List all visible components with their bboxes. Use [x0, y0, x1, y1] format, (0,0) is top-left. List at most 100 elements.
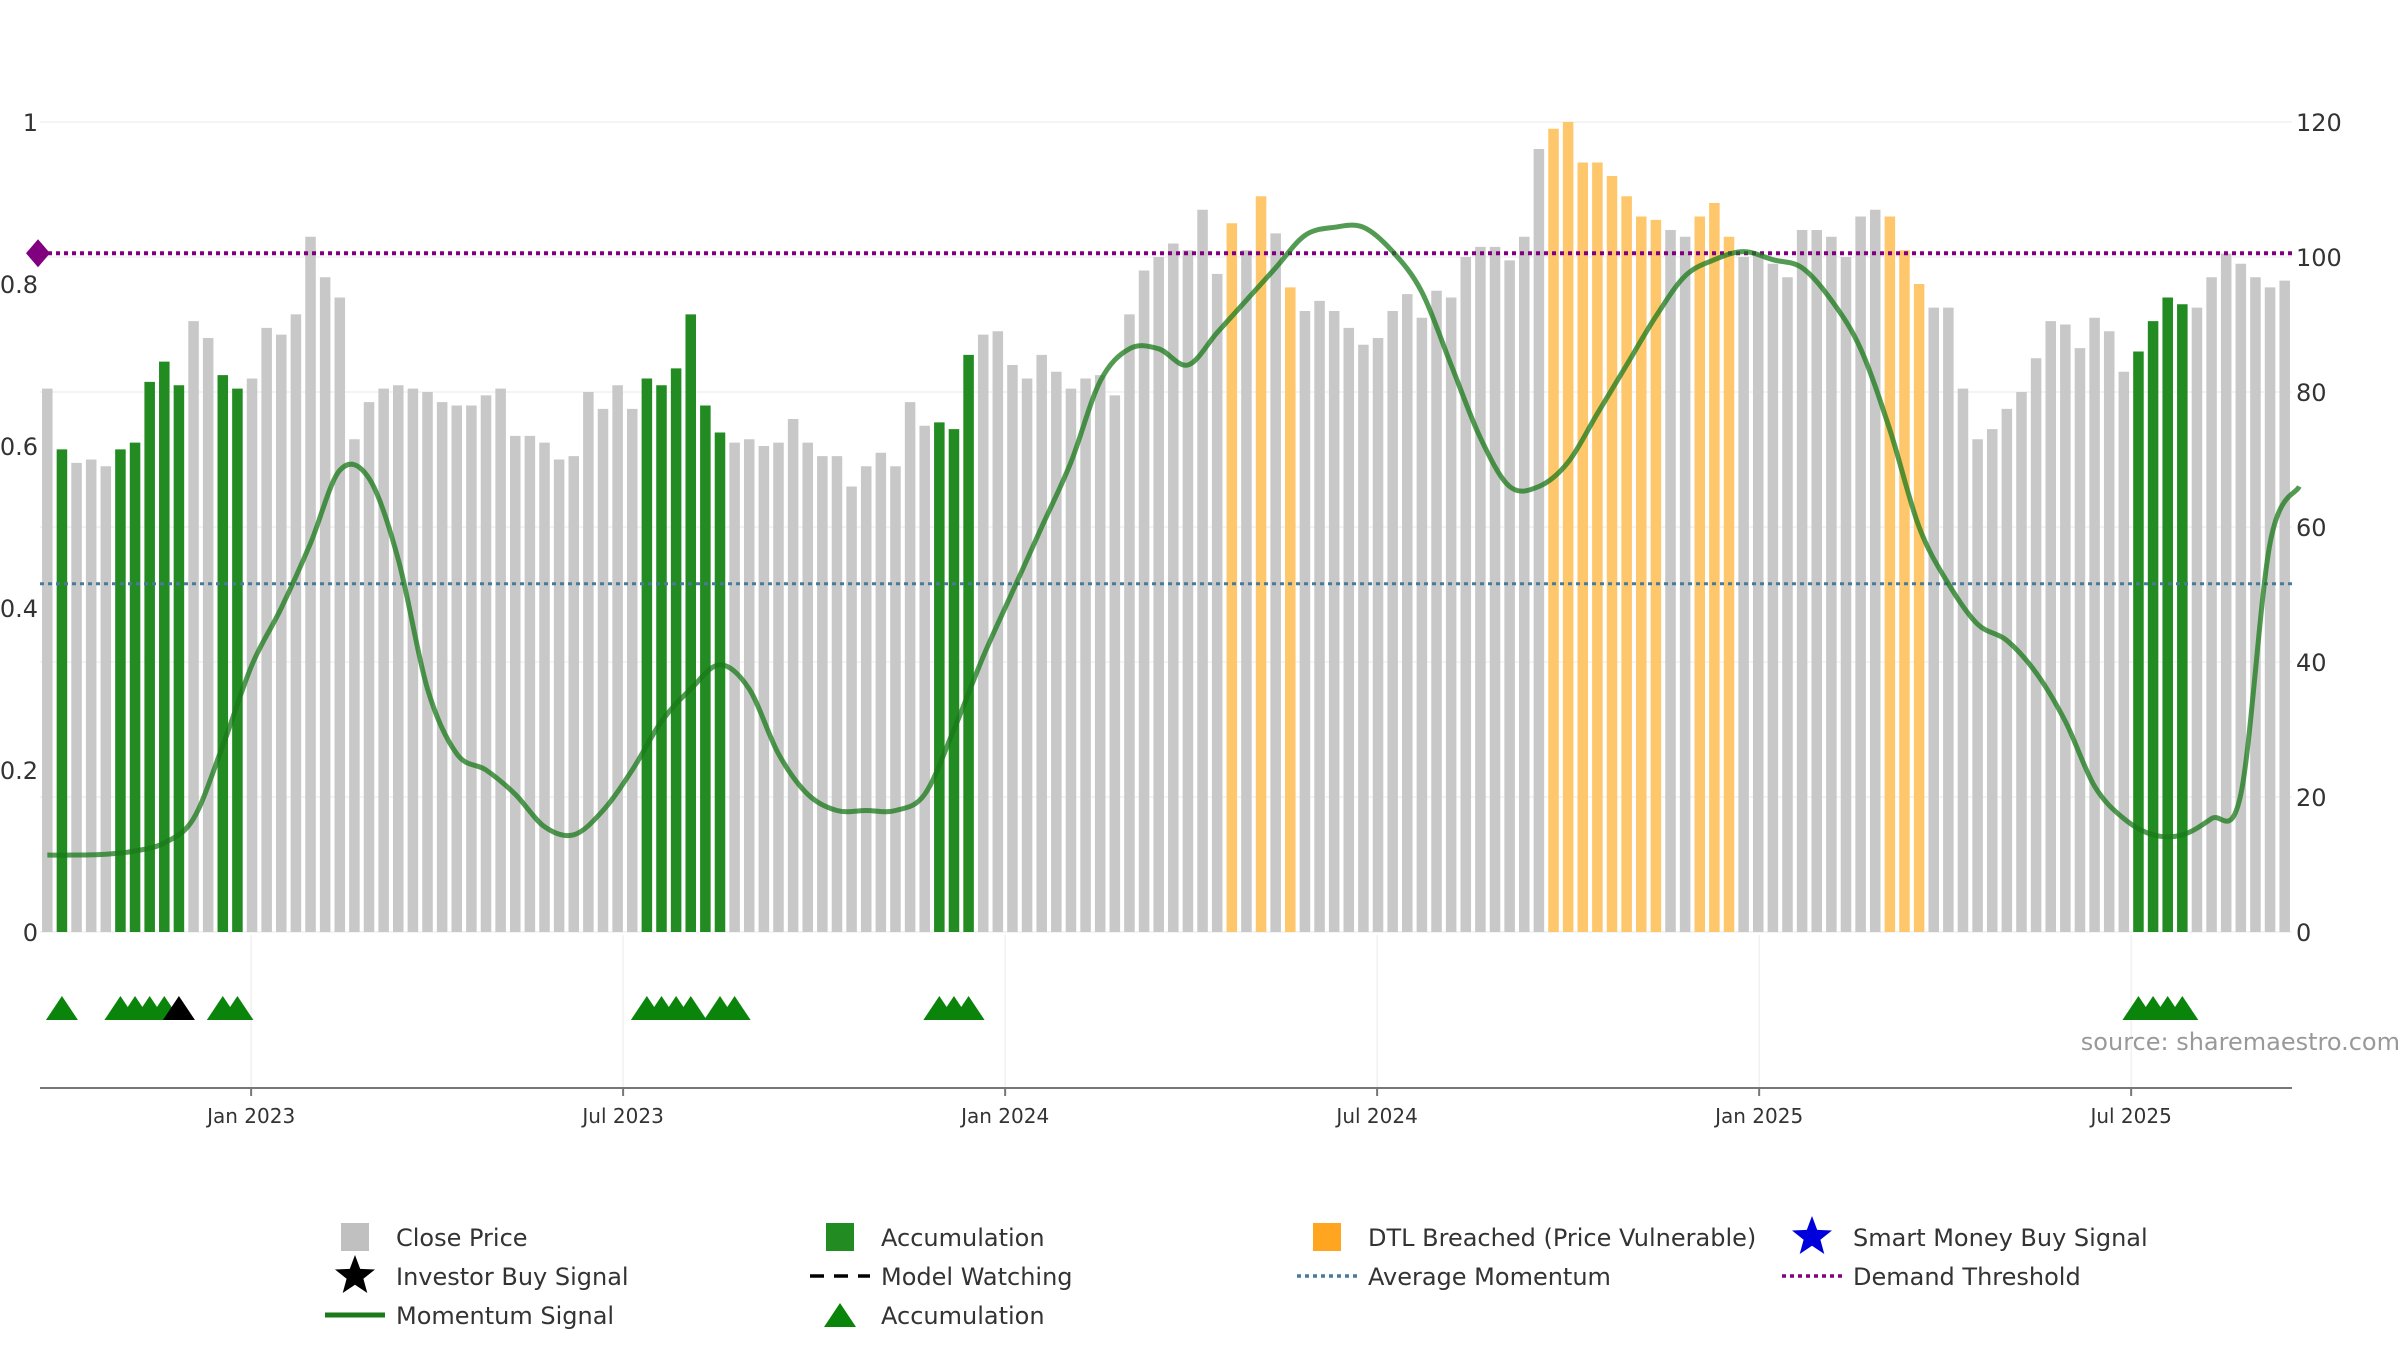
accumulation-bar	[948, 429, 960, 932]
accumulation-bar	[232, 388, 243, 932]
close-price-bar	[1065, 388, 1077, 932]
left-axis-tick: 0.2	[0, 757, 38, 785]
close-price-bar	[1372, 338, 1384, 932]
close-price-bar	[495, 388, 506, 932]
dtl-breached-bar	[1592, 162, 1603, 932]
close-price-bar	[597, 408, 609, 932]
accumulation-bar	[670, 368, 682, 932]
accumulation-bar	[159, 361, 170, 932]
close-price-bar	[1051, 371, 1062, 932]
close-price-bar	[2235, 263, 2247, 932]
close-price-bar	[1036, 354, 1047, 932]
close-price-bar	[1767, 263, 1779, 932]
close-price-bar	[1826, 236, 1837, 932]
dtl-breached-bar	[1226, 223, 1238, 932]
close-price-bar	[1943, 307, 1954, 932]
close-price-bar	[1343, 327, 1355, 932]
right-axis-tick: 20	[2296, 784, 2327, 812]
close-price-bar	[2118, 371, 2130, 932]
close-price-bar	[1241, 250, 1252, 932]
momentum-signal-line	[47, 222, 2302, 858]
close-price-bar	[1124, 314, 1135, 932]
close-price-bar	[1796, 230, 1808, 932]
close-price-bar	[261, 327, 272, 932]
close-price-bar	[334, 297, 346, 932]
close-price-bar	[2250, 277, 2261, 932]
legend-symbol-star-icon	[335, 1255, 375, 1293]
source-label: source: sharemaestro.com	[2081, 1028, 2400, 1056]
close-price-bar	[480, 395, 492, 932]
close-price-bar	[553, 459, 565, 932]
close-price-bar	[363, 402, 375, 932]
close-price-bar	[875, 452, 887, 932]
left-axis-tick: 1	[23, 109, 38, 137]
close-price-bar	[1504, 260, 1515, 932]
legend-label: Accumulation	[881, 1302, 1045, 1330]
close-price-bar	[276, 334, 287, 932]
close-price-bar	[1021, 378, 1033, 932]
close-price-bar	[846, 486, 857, 932]
close-price-bar	[1972, 439, 1983, 932]
legend-label: Model Watching	[881, 1263, 1073, 1291]
close-price-bar	[393, 385, 404, 932]
close-price-bar	[1153, 257, 1164, 932]
bars-layer	[42, 122, 2290, 932]
close-price-bar	[1533, 149, 1545, 932]
right-axis-tick: 60	[2296, 514, 2327, 542]
right-axis-tick: 0	[2296, 919, 2311, 947]
dtl-breached-bar	[1548, 128, 1559, 932]
close-price-bar	[1782, 277, 1793, 932]
accumulation-bar	[129, 442, 141, 932]
legend-label: DTL Breached (Price Vulnerable)	[1368, 1224, 1756, 1252]
right-axis-tick: 80	[2296, 379, 2327, 407]
x-axis-tick: Jul 2025	[2088, 1104, 2171, 1128]
close-price-bar	[1094, 375, 1106, 932]
close-price-bar	[977, 334, 989, 932]
close-price-bar	[2089, 317, 2100, 932]
close-price-bar	[305, 236, 316, 932]
close-price-bar	[1811, 230, 1823, 932]
close-price-bar	[378, 388, 389, 932]
close-price-bar	[1928, 307, 1939, 932]
accumulation-bar	[2133, 351, 2144, 932]
close-price-bar	[904, 402, 916, 932]
accumulation-bar	[641, 378, 653, 932]
close-price-bar	[1738, 257, 1749, 932]
close-price-bar	[407, 388, 419, 932]
close-price-bar	[1080, 378, 1091, 932]
close-price-bar	[1007, 365, 1018, 932]
legend-symbol-square	[826, 1223, 854, 1251]
close-price-bar	[1211, 273, 1223, 932]
accumulation-bar	[700, 405, 711, 932]
legend-symbol-square	[1313, 1223, 1341, 1251]
close-price-bar	[890, 466, 901, 932]
accumulation-bar	[2162, 297, 2173, 932]
close-price-bar	[1109, 395, 1121, 932]
close-price-bar	[524, 435, 536, 932]
close-price-bar	[1679, 236, 1691, 932]
close-price-bar	[2060, 324, 2071, 932]
close-price-bar	[1519, 236, 1530, 932]
close-price-bar	[349, 439, 360, 932]
close-price-bar	[626, 408, 638, 932]
close-price-bar	[1182, 250, 1194, 932]
accumulation-bar	[685, 314, 697, 932]
legend-label: Average Momentum	[1368, 1263, 1611, 1291]
lines-layer	[26, 222, 2302, 858]
close-price-bar	[583, 392, 594, 932]
accumulation-signal-marker	[45, 996, 78, 1020]
dtl-breached-bar	[1899, 250, 1910, 932]
x-axis-tick: Jan 2024	[959, 1104, 1049, 1128]
accumulation-signal-marker	[674, 996, 707, 1020]
close-price-bar	[729, 442, 740, 932]
close-price-bar	[1445, 297, 1457, 932]
legend-symbol-triangle	[824, 1303, 856, 1327]
close-price-bar	[2074, 348, 2086, 932]
left-axis-tick: 0.8	[0, 271, 38, 299]
close-price-bar	[1665, 230, 1676, 932]
accumulation-bar	[934, 422, 945, 932]
close-price-bar	[188, 321, 199, 932]
accumulation-bar	[144, 381, 155, 932]
dtl-breached-bar	[1562, 122, 1574, 932]
